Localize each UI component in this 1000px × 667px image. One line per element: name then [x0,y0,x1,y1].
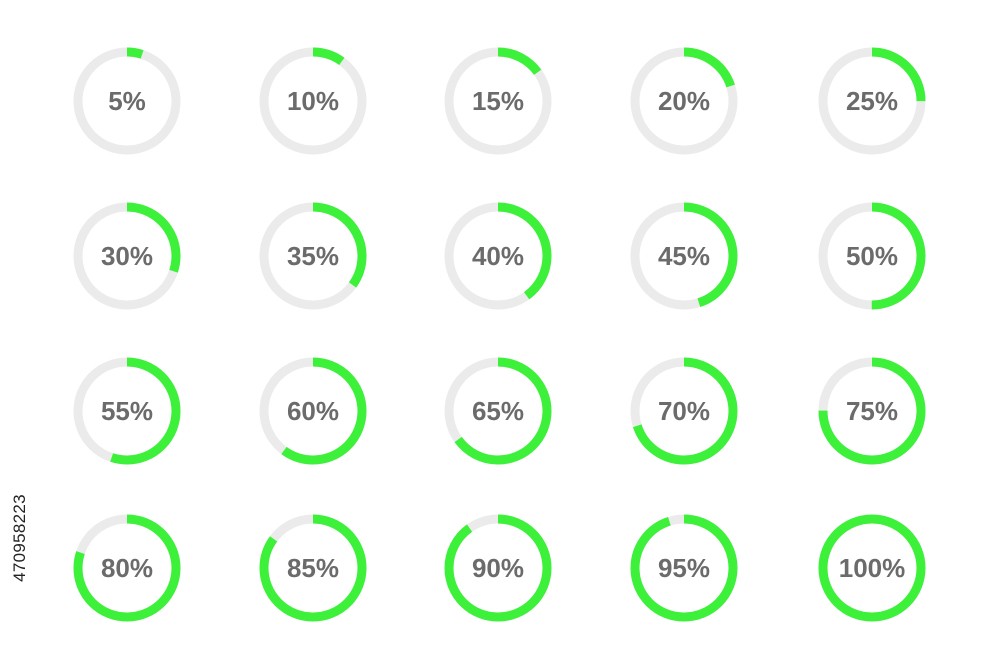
progress-ring-55: 55% [73,357,181,465]
ring-percent-label: 50% [846,241,898,271]
ring-progress-arc [259,357,367,465]
ring-progress-arc [73,514,181,622]
progress-ring-80: 80% [73,514,181,622]
ring-progress-arc [73,47,181,155]
ring-percent-label: 30% [101,241,153,271]
ring-percent-label: 100% [839,553,906,583]
ring-progress-arc [818,357,926,465]
ring-progress-arc [444,357,552,465]
ring-percent-label: 55% [101,396,153,426]
progress-ring-65: 65% [444,357,552,465]
ring-percent-label: 65% [472,396,524,426]
ring-progress-arc [259,47,367,155]
ring-percent-label: 90% [472,553,524,583]
ring-percent-label: 25% [846,86,898,116]
progress-ring-90: 90% [444,514,552,622]
ring-progress-arc [630,514,738,622]
progress-ring-75: 75% [818,357,926,465]
ring-progress-arc [444,47,552,155]
progress-ring-50: 50% [818,202,926,310]
progress-ring-30: 30% [73,202,181,310]
progress-ring-40: 40% [444,202,552,310]
ring-progress-arc [73,202,181,310]
ring-percent-label: 15% [472,86,524,116]
ring-progress-arc [259,514,367,622]
progress-ring-100: 100% [818,514,926,622]
ring-progress-arc [444,202,552,310]
stock-id-watermark: 470958223 [6,428,34,648]
ring-percent-label: 75% [846,396,898,426]
ring-progress-arc [259,202,367,310]
ring-percent-label: 40% [472,241,524,271]
ring-percent-label: 10% [287,86,339,116]
ring-progress-arc [630,202,738,310]
progress-ring-45: 45% [630,202,738,310]
progress-ring-10: 10% [259,47,367,155]
ring-percent-label: 5% [108,86,146,116]
ring-percent-label: 35% [287,241,339,271]
progress-ring-60: 60% [259,357,367,465]
stock-id-text: 470958223 [10,494,30,582]
progress-ring-25: 25% [818,47,926,155]
ring-progress-arc [73,357,181,465]
ring-percent-label: 85% [287,553,339,583]
ring-percent-label: 80% [101,553,153,583]
progress-ring-5: 5% [73,47,181,155]
progress-ring-15: 15% [444,47,552,155]
ring-percent-label: 20% [658,86,710,116]
ring-percent-label: 95% [658,553,710,583]
ring-progress-arc [818,202,926,310]
ring-progress-arc [818,514,926,622]
progress-ring-85: 85% [259,514,367,622]
progress-ring-95: 95% [630,514,738,622]
ring-progress-arc [630,357,738,465]
ring-progress-arc [630,47,738,155]
ring-progress-arc [444,514,552,622]
ring-progress-arc [818,47,926,155]
ring-percent-label: 70% [658,396,710,426]
ring-percent-label: 45% [658,241,710,271]
ring-percent-label: 60% [287,396,339,426]
progress-ring-70: 70% [630,357,738,465]
progress-ring-35: 35% [259,202,367,310]
progress-ring-20: 20% [630,47,738,155]
